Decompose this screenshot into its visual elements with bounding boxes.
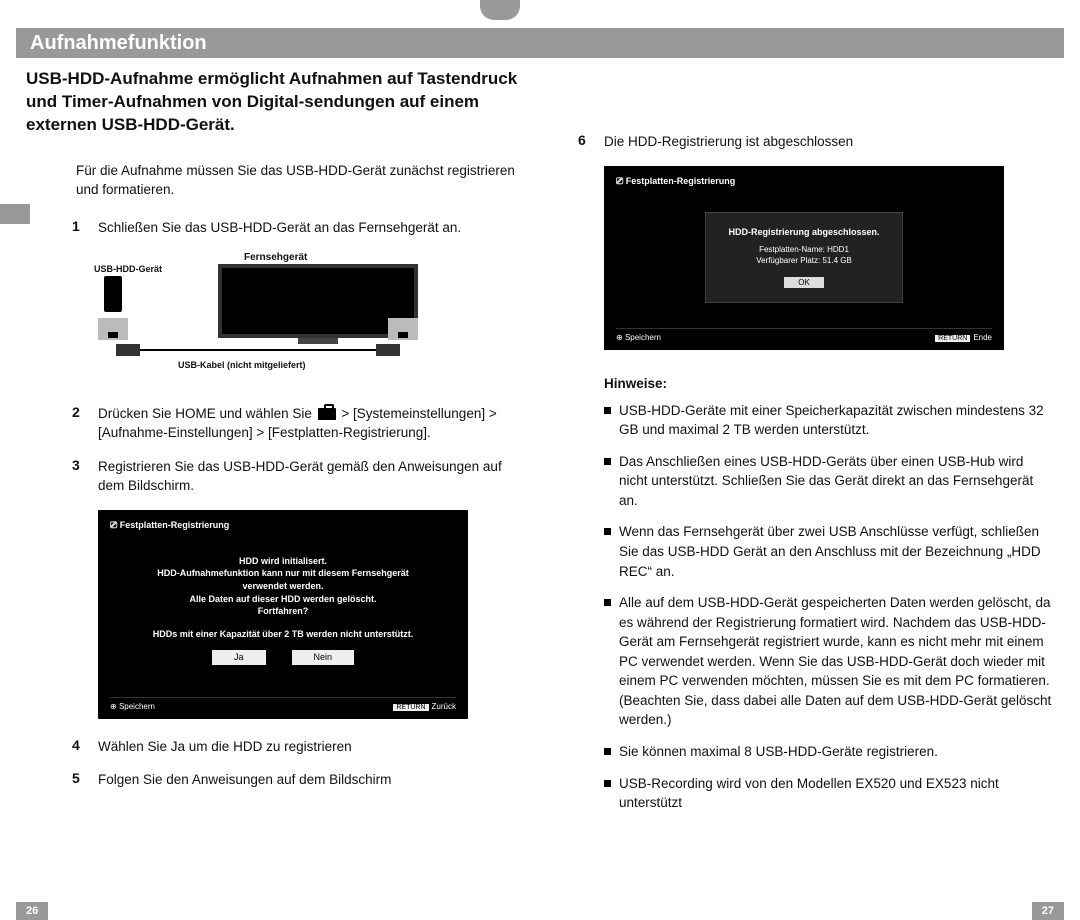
step-1: 1 Schließen Sie das USB-HDD-Gerät an das… [26, 218, 520, 238]
ok-button: OK [784, 277, 824, 288]
dialog-title: HDD-Registrierung abgeschlossen. [728, 227, 879, 237]
left-column: USB-HDD-Aufnahme ermöglicht Aufnahmen au… [26, 68, 520, 880]
completion-dialog: HDD-Registrierung abgeschlossen. Festpla… [705, 212, 902, 303]
bullet-text: USB-HDD-Geräte mit einer Speicherkapazit… [619, 401, 1054, 440]
step-number: 1 [72, 218, 86, 238]
section-title: USB-HDD-Aufnahme ermöglicht Aufnahmen au… [26, 68, 520, 137]
section-header-bar: Aufnahmefunktion [16, 28, 1064, 58]
ss-line: HDD wird initialisert. [140, 555, 426, 568]
step-text: Drücken Sie HOME und wählen Sie > [Syste… [98, 404, 520, 443]
bullet-text: USB-Recording wird von den Modellen EX52… [619, 774, 1054, 813]
hint-bullet: Sie können maximal 8 USB-HDD-Geräte regi… [560, 742, 1054, 762]
ss-foot-left: ⊕ Speichern [110, 702, 155, 711]
bullet-text: Alle auf dem USB-HDD-Gerät gespeicherten… [619, 593, 1054, 730]
hint-bullet: USB-HDD-Geräte mit einer Speicherkapazit… [560, 401, 1054, 440]
step-number: 3 [72, 457, 86, 496]
dialog-line: Festplatten-Name: HDD1 [728, 245, 879, 254]
bullet-text: Das Anschließen eines USB-HDD-Geräts übe… [619, 452, 1054, 511]
bullet-icon [604, 748, 611, 755]
tv-port-icon [388, 318, 418, 340]
usb-plug-left-icon [116, 344, 140, 356]
screenshot-body: HDD wird initialisert. HDD-Aufnahmefunkt… [110, 545, 456, 683]
dialog-line: Verfügbarer Platz: 51.4 GB [728, 256, 879, 265]
hint-bullet: Alle auf dem USB-HDD-Gerät gespeicherten… [560, 593, 1054, 730]
page-number-right: 27 [1032, 902, 1064, 920]
step-3: 3 Registrieren Sie das USB-HDD-Gerät gem… [26, 457, 520, 496]
hdd-icon [104, 276, 122, 312]
hint-bullet: Wenn das Fernsehgerät über zwei USB Ansc… [560, 522, 1054, 581]
screenshot-title: Festplatten-Registrierung [110, 520, 456, 531]
ss-line: HDDs mit einer Kapazität über 2 TB werde… [140, 628, 426, 641]
step-text: Wählen Sie Ja um die HDD zu registrieren [98, 737, 520, 757]
screenshot-footer: ⊕ Speichern RETURNEnde [616, 328, 992, 342]
step-number: 5 [72, 770, 86, 790]
bullet-text: Wenn das Fernsehgerät über zwei USB Ansc… [619, 522, 1054, 581]
ss-line: HDD-Aufnahmefunktion kann nur mit diesem… [140, 567, 426, 592]
toolbox-icon [318, 408, 336, 420]
screenshot-registration-complete: Festplatten-Registrierung HDD-Registrier… [604, 166, 1004, 350]
cable-line-icon [140, 349, 376, 351]
ss-foot-left: ⊕ Speichern [616, 333, 661, 342]
ss-foot-right: RETURNEnde [935, 333, 992, 342]
hint-bullet: USB-Recording wird von den Modellen EX52… [560, 774, 1054, 813]
step-5: 5 Folgen Sie den Anweisungen auf dem Bil… [26, 770, 520, 790]
content-area: USB-HDD-Aufnahme ermöglicht Aufnahmen au… [26, 68, 1054, 880]
screenshot-footer: ⊕ Speichern RETURNZurück [110, 697, 456, 711]
step-number: 4 [72, 737, 86, 757]
hdd-label: USB-HDD-Gerät [94, 264, 162, 274]
step2-pre: Drücken Sie HOME und wählen Sie [98, 406, 316, 421]
step-text: Schließen Sie das USB-HDD-Gerät an das F… [98, 218, 520, 238]
hdd-port-icon [98, 318, 128, 340]
bullet-icon [604, 528, 611, 535]
intro-paragraph: Für die Aufnahme müssen Sie das USB-HDD-… [26, 161, 520, 200]
step-text: Die HDD-Registrierung ist abgeschlossen [604, 132, 1054, 152]
bullet-icon [604, 780, 611, 787]
ss-line: Fortfahren? [140, 605, 426, 618]
hint-bullet: Das Anschließen eines USB-HDD-Geräts übe… [560, 452, 1054, 511]
ss-no-button: Nein [292, 650, 355, 665]
bullet-text: Sie können maximal 8 USB-HDD-Geräte regi… [619, 742, 1054, 762]
ss-foot-right: RETURNZurück [393, 702, 456, 711]
page-number-left: 26 [16, 902, 48, 920]
connection-diagram: Fernsehgerät USB-HDD-Gerät USB-Kabel (ni… [98, 252, 418, 382]
bullet-icon [604, 458, 611, 465]
hinweise-heading: Hinweise: [560, 376, 1054, 391]
step-2: 2 Drücken Sie HOME und wählen Sie > [Sys… [26, 404, 520, 443]
step-number: 2 [72, 404, 86, 443]
step-text: Folgen Sie den Anweisungen auf dem Bilds… [98, 770, 520, 790]
bullet-icon [604, 407, 611, 414]
usb-plug-right-icon [376, 344, 400, 356]
step-text: Registrieren Sie das USB-HDD-Gerät gemäß… [98, 457, 520, 496]
ss-line: Alle Daten auf dieser HDD werden gelösch… [140, 593, 426, 606]
cable-label: USB-Kabel (nicht mitgeliefert) [178, 360, 306, 370]
usb-cable-icon [116, 344, 400, 358]
section-header-title: Aufnahmefunktion [30, 32, 207, 55]
step-6: 6 Die HDD-Registrierung ist abgeschlosse… [560, 132, 1054, 152]
top-tab-decoration [480, 0, 520, 20]
step-4: 4 Wählen Sie Ja um die HDD zu registrier… [26, 737, 520, 757]
screenshot-title: Festplatten-Registrierung [616, 176, 992, 187]
screenshot-registration-prompt: Festplatten-Registrierung HDD wird initi… [98, 510, 468, 719]
right-column: 6 Die HDD-Registrierung ist abgeschlosse… [560, 68, 1054, 880]
tv-label: Fernsehgerät [244, 252, 307, 263]
ss-yes-button: Ja [212, 650, 266, 665]
step-number: 6 [578, 132, 592, 152]
bullet-icon [604, 599, 611, 606]
